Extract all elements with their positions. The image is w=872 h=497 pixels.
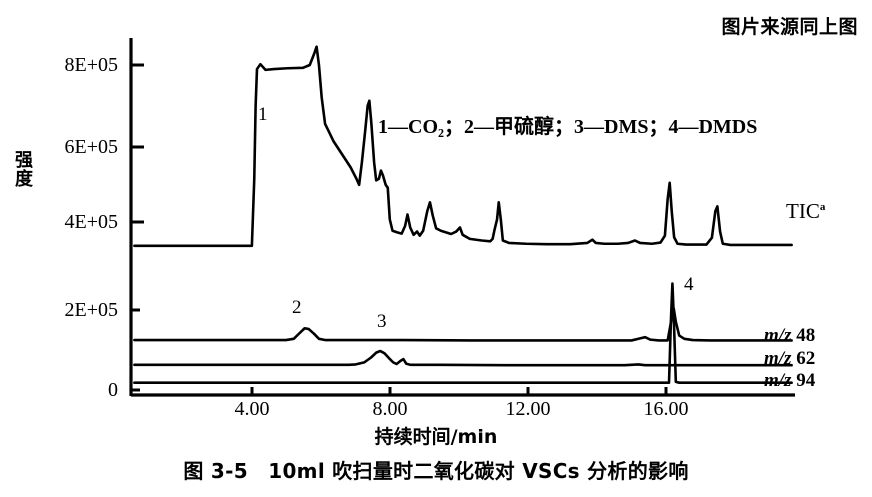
peak-number-3: 3 <box>377 311 387 332</box>
y-tick-label-800000: 8E+05 <box>64 54 119 76</box>
y-tick-label-600000: 6E+05 <box>64 136 119 158</box>
y-tick-label-0: 0 <box>108 379 118 401</box>
y-axis-title: 强度 <box>12 150 33 188</box>
trace-label-tic: TICa <box>786 199 825 224</box>
trace-label-mz62: m/z 62 <box>764 348 815 370</box>
trace-mz62 <box>133 349 793 367</box>
peak-number-1: 1 <box>258 104 268 125</box>
mz-value: 62 <box>796 348 816 369</box>
trace-mz94 <box>133 282 793 384</box>
mz-prefix: m/z <box>764 370 792 391</box>
figure-caption: 图 3-5 10ml 吹扫量时二氧化碳对 VSCs 分析的影响 <box>183 459 689 483</box>
source-note: 图片来源同上图 <box>721 16 858 38</box>
trace-tic <box>133 45 793 248</box>
x-axis-title: 持续时间/min <box>374 426 498 448</box>
mz-prefix: m/z <box>764 325 792 346</box>
y-tick-label-200000: 2E+05 <box>64 299 119 321</box>
trace-label-mz48: m/z 48 <box>764 325 815 347</box>
x-axis-ticks <box>250 387 668 395</box>
trace-mz48 <box>133 307 793 342</box>
peak-number-4: 4 <box>684 274 694 295</box>
y-tick-label-400000: 4E+05 <box>64 211 119 233</box>
mz-value: 94 <box>796 370 816 391</box>
mz-prefix: m/z <box>764 348 792 369</box>
x-tick-label-8: 8.00 <box>372 398 408 420</box>
trace-label-mz94: m/z 94 <box>764 370 815 392</box>
x-tick-label-12: 12.00 <box>505 398 551 420</box>
x-tick-label-16: 16.00 <box>643 398 689 420</box>
trace-group <box>133 45 793 384</box>
y-axis-ticks <box>131 63 144 392</box>
trace-label-tic-superscript: a <box>819 201 826 213</box>
axis-group <box>129 38 795 397</box>
peak-assignment-legend: 1—CO₂；2—甲硫醇；3—DMS；4—DMDS <box>378 116 758 138</box>
mz-value: 48 <box>796 325 816 346</box>
peak-number-2: 2 <box>292 297 302 318</box>
trace-label-tic-text: TIC <box>786 199 820 223</box>
x-tick-label-4: 4.00 <box>234 398 270 420</box>
